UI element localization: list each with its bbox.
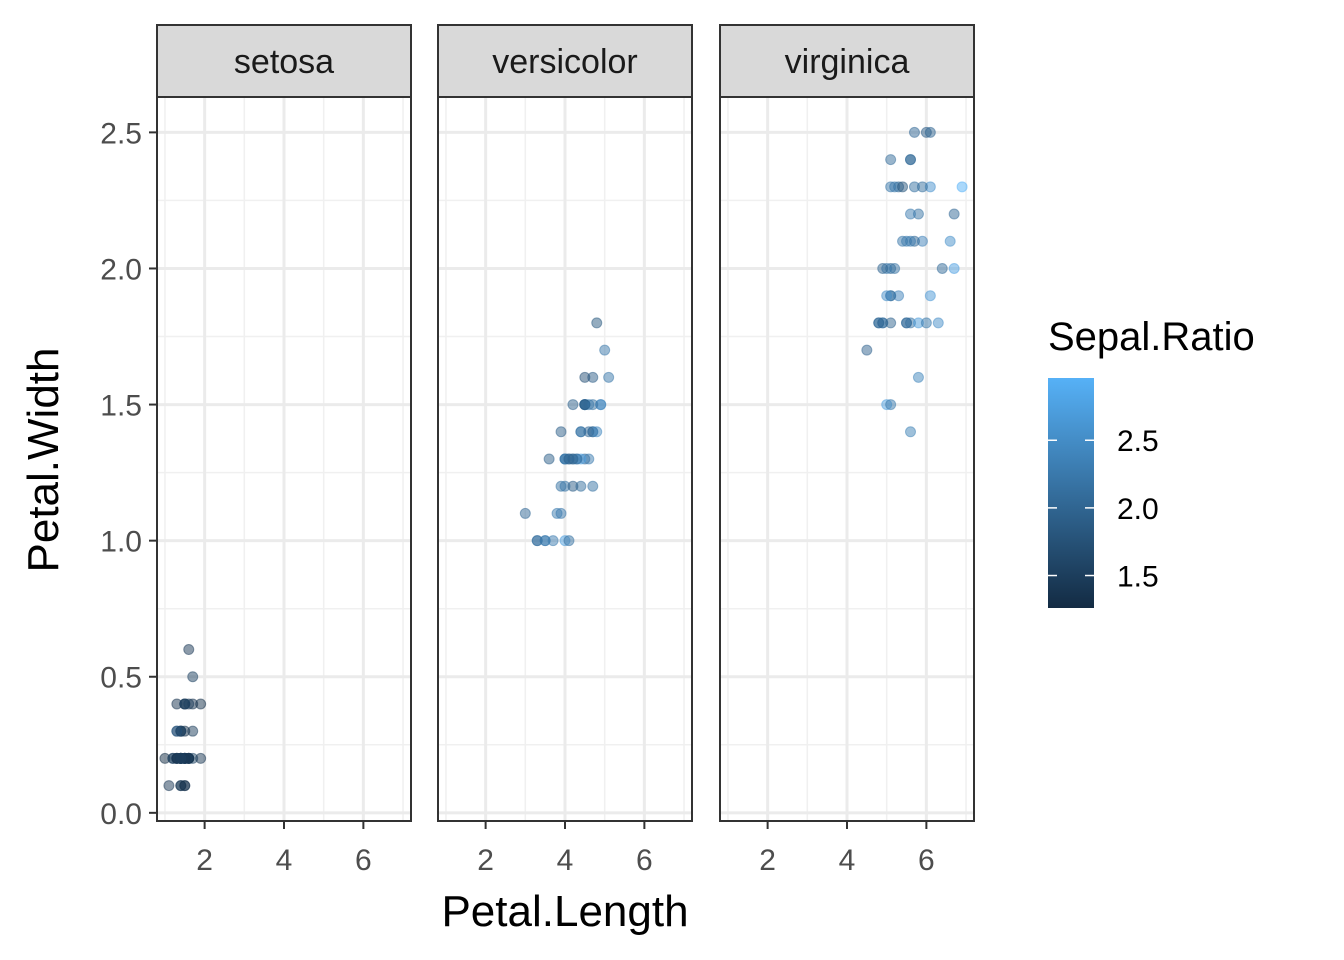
y-tick-label: 1.0 <box>100 526 142 559</box>
data-point <box>599 344 611 356</box>
data-point <box>901 317 913 329</box>
facet-strip <box>437 24 693 98</box>
facet-strip-label: virginica <box>785 43 910 81</box>
data-point <box>912 371 924 383</box>
x-tick-label: 4 <box>557 844 574 877</box>
data-point <box>885 154 897 166</box>
data-point <box>543 453 555 465</box>
data-point <box>932 317 944 329</box>
data-point <box>567 399 579 411</box>
facet-strip-label: versicolor <box>492 43 637 81</box>
y-tick-label: 0.0 <box>100 798 142 831</box>
legend-ticks: 1.5 2.0 2.5 <box>1048 425 1159 594</box>
data-point <box>587 399 599 411</box>
data-point <box>551 507 563 519</box>
x-tick-label: 2 <box>477 844 494 877</box>
data-point <box>881 290 893 302</box>
data-point <box>885 399 897 411</box>
data-point <box>897 235 909 247</box>
data-point <box>908 126 920 138</box>
data-point <box>905 426 916 438</box>
data-point <box>175 725 187 737</box>
legend-tick-label: 1.5 <box>1117 561 1159 594</box>
data-point <box>563 453 575 465</box>
x-tick-label: 4 <box>276 844 293 877</box>
data-point <box>563 535 575 547</box>
data-point <box>555 426 567 438</box>
data-point <box>183 644 195 656</box>
data-point <box>924 126 936 138</box>
data-point <box>175 752 187 764</box>
data-point <box>591 317 603 329</box>
data-point <box>583 426 595 438</box>
data-point <box>897 181 909 193</box>
legend-colorbar <box>1048 378 1094 608</box>
data-point <box>885 317 897 329</box>
data-point <box>905 208 916 220</box>
y-axis: 0.0 0.5 1.0 1.5 2.0 2.5 <box>100 117 157 831</box>
data-point <box>924 290 936 302</box>
data-point <box>920 317 932 329</box>
x-axis-title: Petal.Length <box>441 887 688 936</box>
x-tick-label: 4 <box>839 844 856 877</box>
data-point <box>861 344 873 356</box>
data-point <box>873 317 885 329</box>
data-point <box>187 671 199 683</box>
x-tick-label: 6 <box>918 844 935 877</box>
facet-panels: setosa 2 4 6 versicolor 2 4 6 virginica 2 4 6 <box>156 24 975 877</box>
data-point <box>567 480 579 492</box>
facet-panel-setosa: setosa 2 4 6 <box>156 24 412 877</box>
legend-tick-label: 2.0 <box>1117 493 1159 526</box>
y-tick-label: 2.5 <box>100 117 142 150</box>
data-point <box>956 181 968 193</box>
data-point <box>195 752 207 764</box>
data-point <box>916 181 928 193</box>
legend-tick-label: 2.5 <box>1117 425 1159 458</box>
color-legend: Sepal.Ratio 1.5 2.0 2.5 <box>1048 315 1255 608</box>
y-tick-label: 1.5 <box>100 390 142 423</box>
legend-title: Sepal.Ratio <box>1048 315 1255 359</box>
data-point <box>175 780 187 792</box>
data-point <box>948 262 960 274</box>
data-point <box>179 698 191 710</box>
data-point <box>948 208 960 220</box>
data-point <box>889 262 901 274</box>
data-point <box>531 535 543 547</box>
data-point <box>603 371 615 383</box>
data-point <box>587 480 599 492</box>
x-tick-label: 6 <box>636 844 653 877</box>
data-point <box>547 535 559 547</box>
y-tick-label: 0.5 <box>100 662 142 695</box>
data-point <box>936 262 948 274</box>
data-point <box>905 154 916 166</box>
facet-panel-versicolor: versicolor 2 4 6 <box>437 24 693 877</box>
x-tick-label: 2 <box>196 844 213 877</box>
data-point <box>877 262 889 274</box>
y-axis-title: Petal.Width <box>19 348 68 573</box>
facet-strip-label: setosa <box>234 43 334 81</box>
x-tick-label: 2 <box>759 844 776 877</box>
data-point <box>519 507 531 519</box>
y-tick-label: 2.0 <box>100 253 142 286</box>
data-point <box>579 371 591 383</box>
facet-strip <box>719 24 975 98</box>
x-tick-label: 6 <box>355 844 372 877</box>
data-point <box>944 235 956 247</box>
data-point <box>195 698 207 710</box>
facet-panel-virginica: virginica 2 4 6 <box>719 24 975 877</box>
data-point <box>163 780 175 792</box>
